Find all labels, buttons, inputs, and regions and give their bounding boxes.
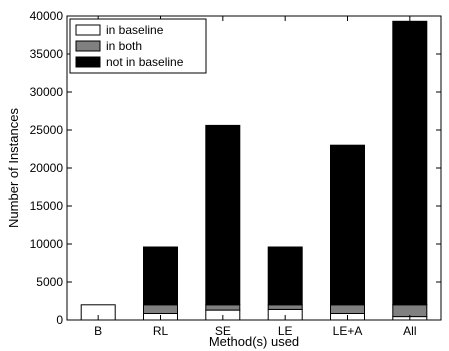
y-tick-label: 10000 [30,237,64,251]
bar-segment [392,20,428,306]
y-tick-label: 35000 [30,47,64,61]
x-tick-label: SE [215,324,231,338]
bar-segment [205,124,241,306]
x-tick-label: B [94,324,102,338]
bar-segment [267,304,303,310]
y-tick-label: 25000 [30,123,64,137]
x-tick-label: RL [153,324,169,338]
x-ticks-group: B RL SE LE LE+A All [94,16,417,338]
legend-swatch [75,24,101,36]
legend-swatch [75,56,101,68]
y-axis-title: Number of Instances [6,108,21,228]
bar-segment [143,246,178,306]
bar-segment [330,144,365,306]
y-tick-label: 0 [56,313,63,327]
bar-segment [143,304,178,314]
x-axis-title: Method(s) used [209,334,299,349]
bar-segment [392,304,428,318]
legend-label: not in baseline [106,55,184,69]
legend-swatch [75,40,101,52]
bar-segment [267,246,303,306]
y-tick-label: 40000 [30,9,64,23]
y-tick-label: 20000 [30,161,64,175]
x-tick-label: LE+A [333,324,363,338]
legend: in baseline in both not in baseline [69,18,207,74]
bar-segment [205,304,241,311]
x-tick-label: LE [278,324,293,338]
bar-segment [330,304,365,314]
y-tick-label: 30000 [30,85,64,99]
x-tick-label: All [403,324,416,338]
y-tick-label: 15000 [30,199,64,213]
y-ticks-group: 0 5000 10000 15000 20000 25000 30000 35000 40000 [30,9,441,327]
y-tick-label: 5000 [36,275,63,289]
legend-label: in baseline [106,23,164,37]
legend-label: in both [106,39,142,53]
